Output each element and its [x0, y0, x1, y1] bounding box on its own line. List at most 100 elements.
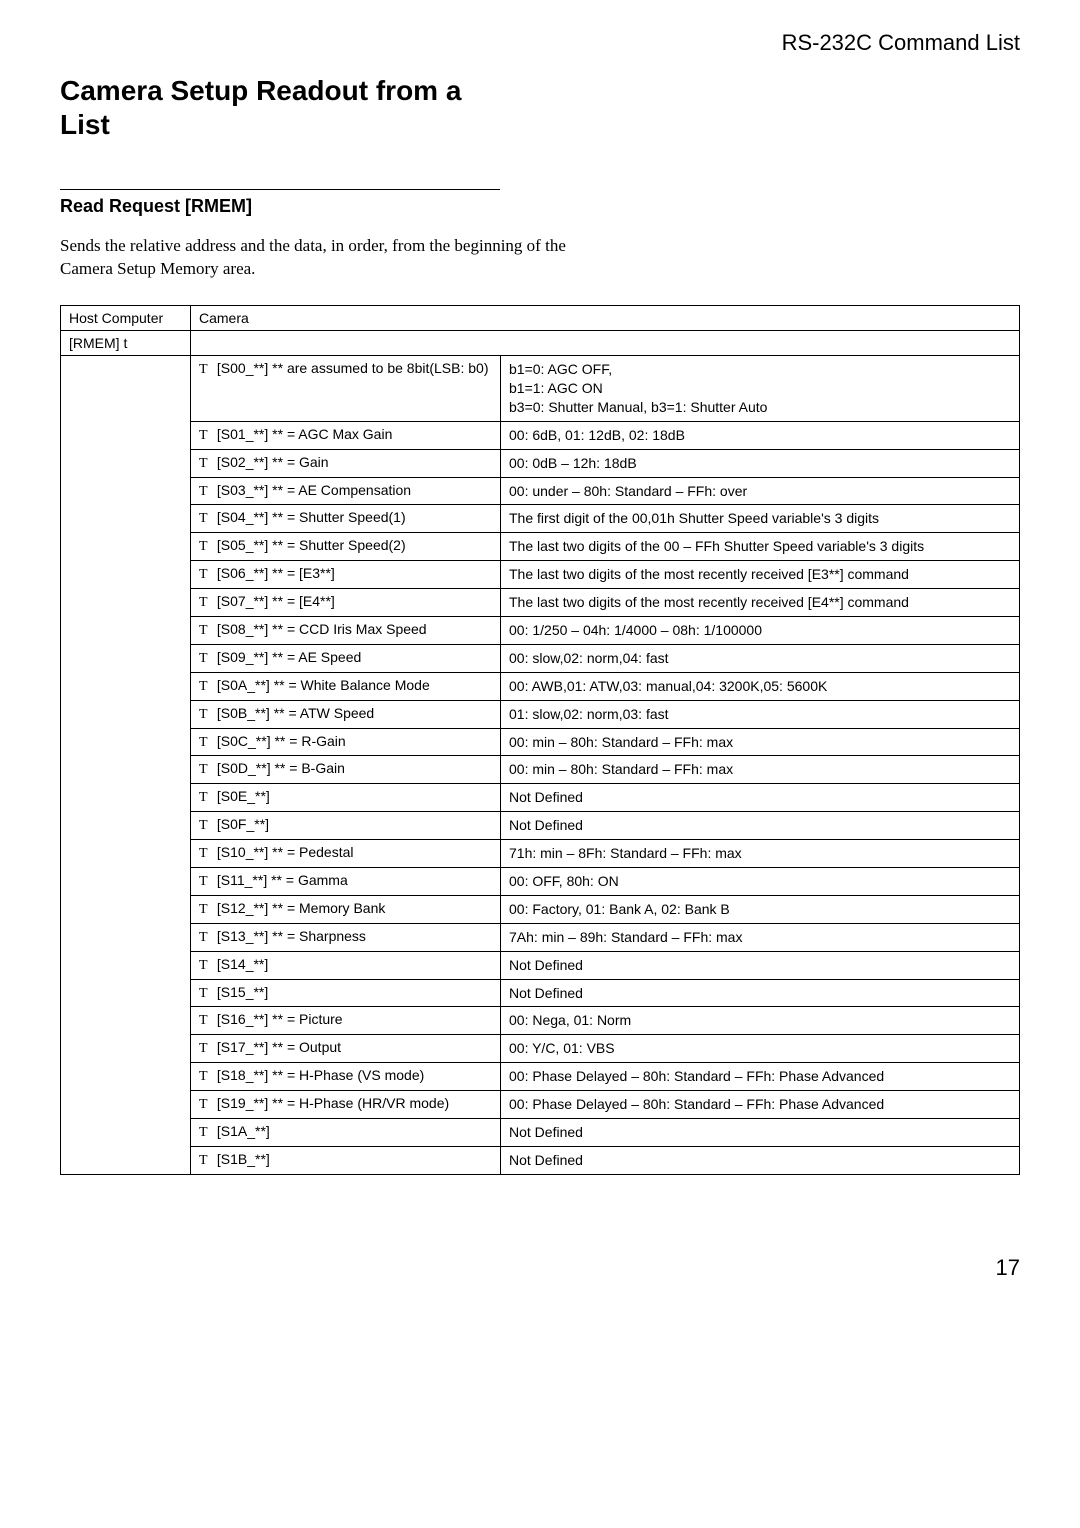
- table-row: T [S0D_**] ** = B-Gain 00: min – 80h: Sta…: [61, 756, 1020, 784]
- cmd-text: [S0D_**] ** = B-Gain: [213, 760, 345, 776]
- cmd-prefix: T: [199, 1097, 213, 1113]
- table-row: T [S08_**] ** = CCD Iris Max Speed00: 1/…: [61, 616, 1020, 644]
- description-cell: 00: 1/250 – 04h: 1/4000 – 08h: 1/100000: [501, 616, 1020, 644]
- cmd-prefix: T: [199, 958, 213, 974]
- table-row: T [S12_**] ** = Memory Bank00: Factory, …: [61, 895, 1020, 923]
- cmd-text: [S00_**] ** are assumed to be 8bit(LSB: …: [213, 360, 489, 376]
- description-cell: 01: slow,02: norm,03: fast: [501, 700, 1020, 728]
- command-cell: T [S18_**] ** = H-Phase (VS mode): [191, 1063, 501, 1091]
- cmd-text: [S1B_**]: [213, 1151, 270, 1167]
- table-row: [RMEM] t: [61, 331, 1020, 356]
- cmd-text: [S11_**] ** = Gamma: [213, 872, 348, 888]
- table-row: T [S15_**]Not Defined: [61, 979, 1020, 1007]
- command-table: Host Computer Camera [RMEM] t T [S00_**]…: [60, 305, 1020, 1175]
- command-cell: T [S0E_**]: [191, 784, 501, 812]
- command-cell: T [S13_**] ** = Sharpness: [191, 923, 501, 951]
- cmd-text: [S0F_**]: [213, 816, 269, 832]
- cmd-prefix: T: [199, 484, 213, 500]
- command-cell: T [S01_**] ** = AGC Max Gain: [191, 421, 501, 449]
- cmd-prefix: T: [199, 595, 213, 611]
- command-cell: T [S10_**] ** = Pedestal: [191, 840, 501, 868]
- cmd-prefix: T: [199, 790, 213, 806]
- command-cell: T [S17_**] ** = Output: [191, 1035, 501, 1063]
- cmd-prefix: T: [199, 1153, 213, 1169]
- section-title: Read Request [RMEM]: [60, 196, 1020, 217]
- col-host-header: Host Computer: [61, 306, 191, 331]
- description-cell: 7Ah: min – 89h: Standard – FFh: max: [501, 923, 1020, 951]
- camera-cell-empty: [191, 331, 1020, 356]
- cmd-text: [S04_**] ** = Shutter Speed(1): [213, 509, 406, 525]
- command-cell: T [S16_**] ** = Picture: [191, 1007, 501, 1035]
- cmd-text: [S10_**] ** = Pedestal: [213, 844, 354, 860]
- command-cell: T [S19_**] ** = H-Phase (HR/VR mode): [191, 1091, 501, 1119]
- description-cell: The last two digits of the most recently…: [501, 589, 1020, 617]
- cmd-prefix: T: [199, 362, 213, 378]
- cmd-text: [S01_**] ** = AGC Max Gain: [213, 426, 392, 442]
- description-cell: 71h: min – 8Fh: Standard – FFh: max: [501, 840, 1020, 868]
- section-description: Sends the relative address and the data,…: [60, 235, 580, 281]
- page-title: Camera Setup Readout from a List: [60, 74, 480, 141]
- table-row: T [S05_**] ** = Shutter Speed(2)The last…: [61, 533, 1020, 561]
- table-row: T [S18_**] ** = H-Phase (VS mode)00: Pha…: [61, 1063, 1020, 1091]
- cmd-text: [S0A_**] ** = White Balance Mode: [213, 677, 430, 693]
- description-cell: 00: 6dB, 01: 12dB, 02: 18dB: [501, 421, 1020, 449]
- cmd-prefix: T: [199, 846, 213, 862]
- cmd-prefix: T: [199, 1013, 213, 1029]
- command-cell: T [S05_**] ** = Shutter Speed(2): [191, 533, 501, 561]
- cmd-prefix: T: [199, 428, 213, 444]
- cmd-prefix: T: [199, 1069, 213, 1085]
- table-row: T [S0B_**] ** = ATW Speed 01: slow,02: no…: [61, 700, 1020, 728]
- host-cell-empty: [61, 356, 191, 1175]
- cmd-text: [S15_**]: [213, 984, 268, 1000]
- table-row: T [S10_**] ** = Pedestal71h: min – 8Fh: …: [61, 840, 1020, 868]
- description-cell: 00: min – 80h: Standard – FFh: max: [501, 756, 1020, 784]
- table-row: T [S03_**] ** = AE Compensation00: under…: [61, 477, 1020, 505]
- cmd-text: [S07_**] ** = [E4**]: [213, 593, 335, 609]
- table-row: T [S06_**] ** = [E3**]The last two digit…: [61, 561, 1020, 589]
- col-camera-header: Camera: [191, 306, 1020, 331]
- cmd-text: [S16_**] ** = Picture: [213, 1011, 343, 1027]
- description-cell: 00: Phase Delayed – 80h: Standard – FFh:…: [501, 1063, 1020, 1091]
- cmd-text: [S02_**] ** = Gain: [213, 454, 329, 470]
- table-row: T [S16_**] ** = Picture00: Nega, 01: Nor…: [61, 1007, 1020, 1035]
- cmd-text: [S1A_**]: [213, 1123, 270, 1139]
- page-number: 17: [60, 1255, 1020, 1281]
- host-cell: [RMEM] t: [61, 331, 191, 356]
- cmd-text: [S18_**] ** = H-Phase (VS mode): [213, 1067, 424, 1083]
- description-cell: 00: slow,02: norm,04: fast: [501, 644, 1020, 672]
- cmd-prefix: T: [199, 707, 213, 723]
- section-divider: [60, 189, 500, 190]
- description-cell: 00: Nega, 01: Norm: [501, 1007, 1020, 1035]
- cmd-text: [S13_**] ** = Sharpness: [213, 928, 366, 944]
- cmd-prefix: T: [199, 818, 213, 834]
- cmd-text: [S0C_**] ** = R-Gain: [213, 733, 346, 749]
- cmd-text: [S0B_**] ** = ATW Speed: [213, 705, 374, 721]
- table-header-row: Host Computer Camera: [61, 306, 1020, 331]
- cmd-prefix: T: [199, 762, 213, 778]
- table-row: T [S0C_**] ** = R-Gain00: min – 80h: Sta…: [61, 728, 1020, 756]
- table-row: T [S14_**]Not Defined: [61, 951, 1020, 979]
- cmd-prefix: T: [199, 930, 213, 946]
- description-cell: Not Defined: [501, 979, 1020, 1007]
- description-cell: 00: min – 80h: Standard – FFh: max: [501, 728, 1020, 756]
- table-row: T [S00_**] ** are assumed to be 8bit(LSB…: [61, 356, 1020, 422]
- cmd-prefix: T: [199, 511, 213, 527]
- table-row: T [S1B_**] Not Defined: [61, 1146, 1020, 1174]
- command-cell: T [S03_**] ** = AE Compensation: [191, 477, 501, 505]
- cmd-prefix: T: [199, 1125, 213, 1141]
- command-cell: T [S08_**] ** = CCD Iris Max Speed: [191, 616, 501, 644]
- cmd-prefix: T: [199, 874, 213, 890]
- cmd-text: [S14_**]: [213, 956, 268, 972]
- command-cell: T [S0C_**] ** = R-Gain: [191, 728, 501, 756]
- command-cell: T [S0A_**] ** = White Balance Mode: [191, 672, 501, 700]
- cmd-prefix: T: [199, 986, 213, 1002]
- cmd-text: [S12_**] ** = Memory Bank: [213, 900, 385, 916]
- table-row: T [S0A_**] ** = White Balance Mode00: AW…: [61, 672, 1020, 700]
- table-row: T [S04_**] ** = Shutter Speed(1)The firs…: [61, 505, 1020, 533]
- description-cell: Not Defined: [501, 1146, 1020, 1174]
- command-cell: T [S06_**] ** = [E3**]: [191, 561, 501, 589]
- cmd-text: [S08_**] ** = CCD Iris Max Speed: [213, 621, 427, 637]
- command-cell: T [S15_**]: [191, 979, 501, 1007]
- cmd-prefix: T: [199, 902, 213, 918]
- table-row: T [S11_**] ** = Gamma00: OFF, 80h: ON: [61, 867, 1020, 895]
